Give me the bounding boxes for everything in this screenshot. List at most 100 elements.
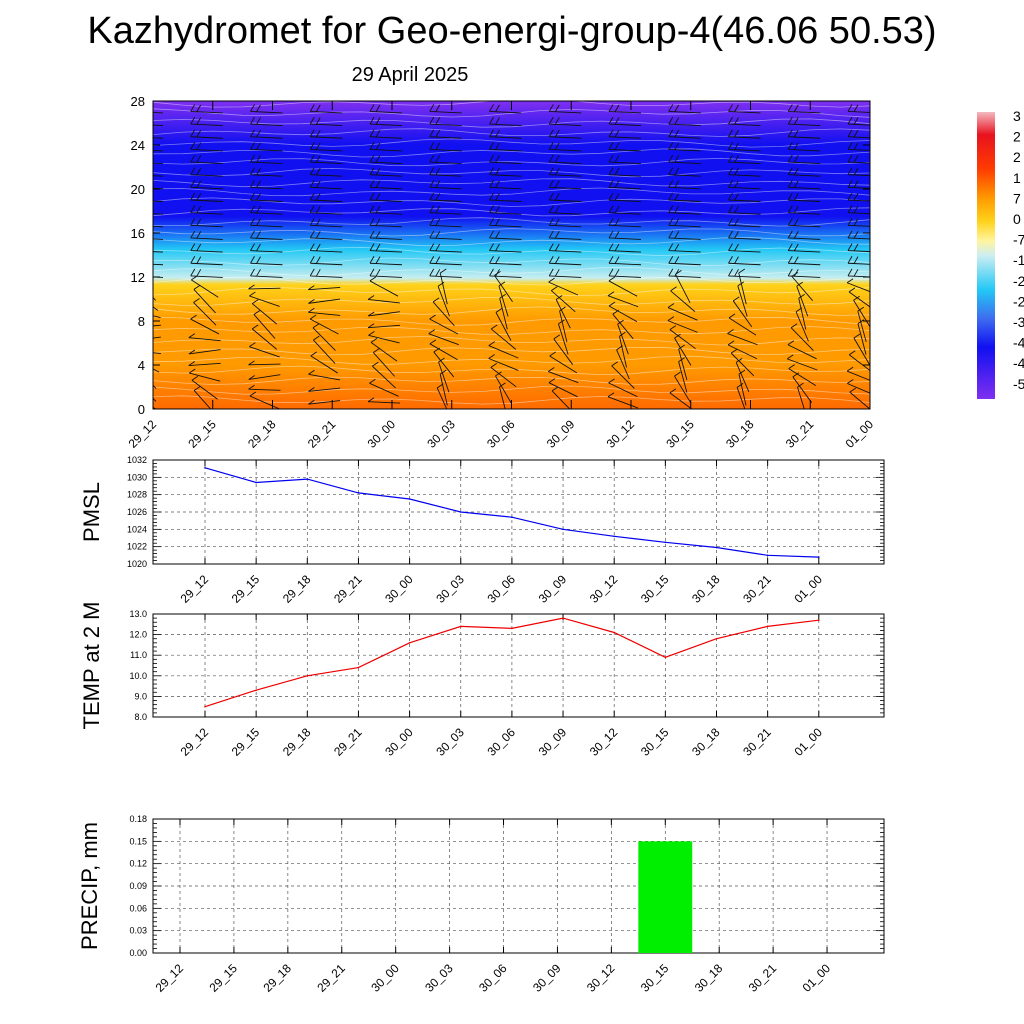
x-tick-label: 30_18: [689, 725, 723, 759]
wind-barb: [548, 256, 582, 266]
wind-barb: [309, 129, 343, 139]
wind-barb: [188, 333, 221, 342]
wind-barb: [249, 291, 280, 307]
wind-barb: [550, 286, 576, 313]
contour-line: [153, 128, 870, 137]
y-tick-label: 12.0: [129, 630, 147, 640]
wind-barb: [668, 104, 701, 114]
contour-line: [153, 376, 870, 385]
contour-line: [153, 246, 870, 257]
wind-barb: [309, 167, 343, 177]
wind-barb: [495, 307, 512, 341]
wind-barb: [369, 268, 403, 278]
wind-barb: [250, 218, 283, 228]
wind-barb: [787, 116, 821, 127]
temp-2m-point: [613, 631, 615, 634]
wind-barb: [611, 361, 635, 389]
wind-barb: [489, 167, 522, 177]
wind-barb: [790, 323, 814, 351]
wind-barb: [429, 218, 462, 228]
wind-barb: [490, 363, 517, 388]
y-tick-label: 20: [131, 182, 145, 197]
wind-barb: [373, 348, 395, 377]
wind-barb: [728, 205, 761, 215]
wind-barb: [369, 167, 403, 177]
wind-barb: [250, 167, 283, 177]
wind-barb: [153, 368, 160, 373]
x-tick-label: 29_15: [185, 417, 219, 451]
wind-barb: [847, 142, 870, 151]
wind-barb: [489, 129, 522, 139]
temp-2m-point: [306, 675, 309, 677]
x-tick-label: 30_21: [740, 725, 774, 759]
contour-line: [153, 157, 870, 167]
contour-line: [153, 217, 870, 227]
colorbar-label: -4: [1013, 355, 1024, 371]
temp-2m-ylabel: TEMP at 2 M: [79, 602, 104, 730]
wind-barb: [558, 319, 569, 355]
chart-title: Kazhydromet for Geo-energi-group-4(46.06…: [87, 10, 937, 52]
wind-barb: [309, 180, 343, 190]
wind-barb: [608, 301, 638, 323]
colorbar-label: -1: [1013, 252, 1024, 268]
y-tick-label: 10.0: [129, 671, 147, 681]
x-tick-label: 01_00: [791, 725, 825, 759]
contour-line: [153, 167, 870, 178]
wind-barb: [249, 342, 280, 358]
contour-line: [153, 187, 870, 197]
wind-barb: [153, 238, 164, 240]
contour-line: [153, 385, 870, 395]
wind-barb: [369, 104, 403, 114]
wind-barb: [847, 104, 870, 113]
x-tick-label: 30_18: [692, 961, 726, 995]
wind-barb: [847, 243, 870, 253]
wind-barb: [787, 218, 821, 228]
wind-barb: [190, 268, 223, 278]
pmsl-ylabel: PMSL: [79, 482, 104, 542]
wind-barb: [429, 256, 462, 266]
y-tick-label: 16: [131, 226, 145, 241]
colorbar-label: 3: [1013, 108, 1021, 124]
precip-ylabel: PRECIP, mm: [77, 822, 102, 950]
wind-barb: [489, 218, 522, 228]
wind-barb: [548, 192, 582, 202]
precip-grid: [153, 819, 884, 953]
wind-barb: [548, 243, 582, 253]
wind-barb: [250, 180, 283, 190]
temp-2m-point: [818, 619, 820, 621]
wind-barb: [429, 116, 462, 127]
wind-barb: [369, 180, 403, 190]
wind-barb: [847, 218, 870, 227]
y-tick-label: 0.03: [129, 926, 147, 936]
contour-line: [153, 257, 870, 267]
wind-barb: [250, 256, 283, 266]
wind-barb: [847, 205, 870, 215]
wind-barb: [727, 329, 758, 346]
wind-barb: [253, 310, 276, 339]
x-tick-label: 30_09: [536, 572, 570, 606]
wind-barb: [308, 369, 341, 381]
wind-barb: [250, 129, 283, 139]
wind-barb: [190, 116, 223, 127]
wind-barb: [495, 371, 512, 404]
wind-barb: [309, 192, 343, 202]
x-tick-label: 01_00: [791, 572, 825, 606]
contour-line: [153, 336, 870, 346]
colorbar-label: -4: [1013, 335, 1024, 351]
wind-barb: [548, 154, 582, 164]
pmsl-point: [408, 498, 411, 500]
wind-barb: [190, 192, 223, 202]
wind-barb: [792, 372, 813, 403]
wind-barb: [738, 268, 747, 305]
wind-barb: [607, 291, 639, 308]
x-tick-label: 30_06: [484, 417, 518, 451]
x-tick-label: 30_03: [424, 417, 458, 451]
wind-barb: [559, 306, 568, 343]
wind-barb: [787, 230, 821, 240]
temp-2m-frame: [152, 613, 885, 718]
wind-barb: [728, 104, 761, 114]
wind-barb: [369, 192, 403, 202]
wind-barb: [190, 230, 223, 240]
wind-barb: [153, 162, 164, 164]
wind-barb: [728, 167, 761, 177]
